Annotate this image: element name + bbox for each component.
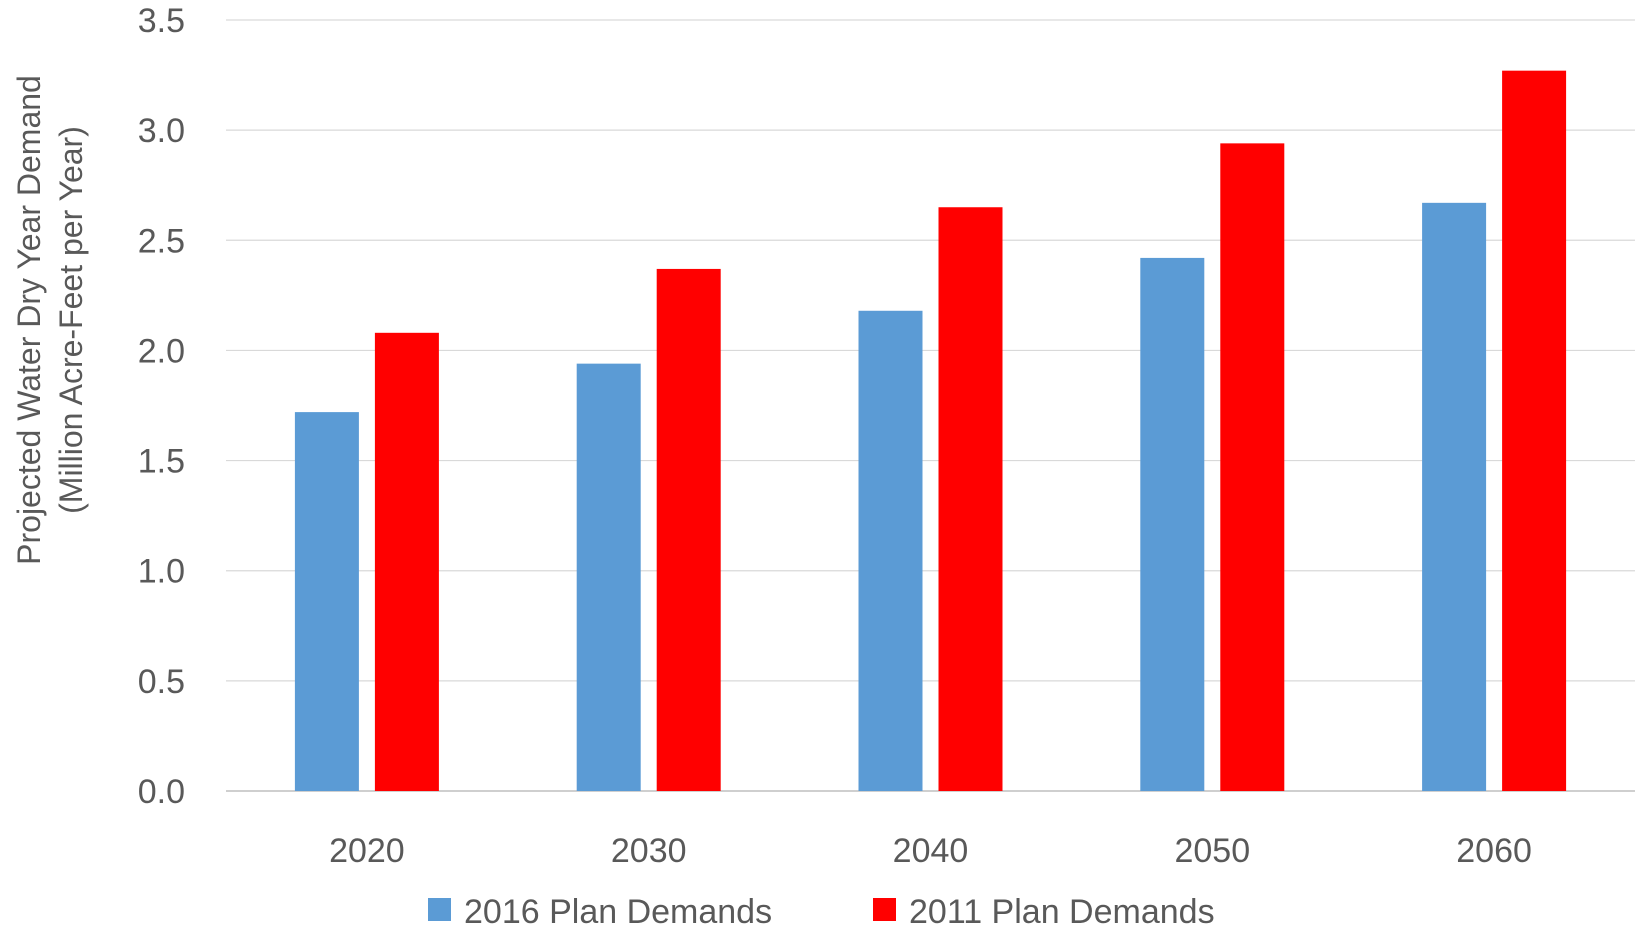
y-axis-title-line-1: Projected Water Dry Year Demand bbox=[11, 75, 47, 565]
gridlines bbox=[226, 19, 1635, 792]
y-tick-label: 2.0 bbox=[138, 332, 185, 370]
y-axis-ticks: 0.0 0.5 1.0 1.5 2.0 2.5 3.0 3.5 bbox=[138, 2, 185, 811]
legend-label: 2016 Plan Demands bbox=[464, 893, 772, 931]
bar-2016-2060 bbox=[1422, 202, 1487, 791]
y-axis-title-line-2: (Million Acre-Feet per Year) bbox=[53, 126, 89, 514]
y-tick-label: 0.0 bbox=[138, 773, 185, 811]
bars bbox=[294, 70, 1567, 792]
bar-2016-2030 bbox=[576, 363, 641, 791]
legend-item: 2016 Plan Demands bbox=[428, 893, 772, 931]
y-tick-label: 3.5 bbox=[138, 2, 185, 40]
legend: 2016 Plan Demands 2011 Plan Demands bbox=[428, 893, 1215, 931]
bar-2011-2020 bbox=[374, 332, 439, 791]
legend-swatch bbox=[428, 898, 451, 921]
x-tick-label: 2020 bbox=[329, 832, 405, 870]
x-tick-label: 2030 bbox=[611, 832, 687, 870]
bar-2016-2050 bbox=[1140, 257, 1205, 791]
y-tick-label: 1.5 bbox=[138, 443, 185, 481]
legend-swatch bbox=[873, 898, 896, 921]
bar-2016-2040 bbox=[858, 310, 923, 791]
y-axis-title: Projected Water Dry Year Demand (Million… bbox=[11, 75, 89, 565]
y-tick-label: 3.0 bbox=[138, 112, 185, 150]
y-tick-label: 0.5 bbox=[138, 663, 185, 701]
x-tick-label: 2050 bbox=[1174, 832, 1250, 870]
y-tick-label: 2.5 bbox=[138, 222, 185, 260]
y-tick-label: 1.0 bbox=[138, 553, 185, 591]
bar-2011-2050 bbox=[1220, 143, 1285, 792]
x-axis-ticks: 2020 2030 2040 2050 2060 bbox=[329, 832, 1532, 870]
bar-2011-2060 bbox=[1502, 70, 1567, 791]
bar-2011-2040 bbox=[938, 207, 1003, 791]
bar-2016-2020 bbox=[294, 412, 359, 791]
x-tick-label: 2040 bbox=[893, 832, 969, 870]
legend-label: 2011 Plan Demands bbox=[909, 893, 1215, 931]
x-tick-label: 2060 bbox=[1456, 832, 1532, 870]
legend-item: 2011 Plan Demands bbox=[873, 893, 1215, 931]
bar-2011-2030 bbox=[656, 268, 721, 791]
